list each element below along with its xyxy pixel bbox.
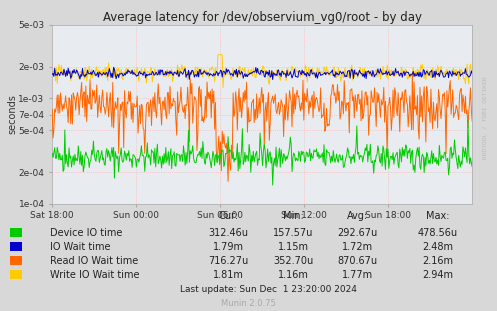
Title: Average latency for /dev/observium_vg0/root - by day: Average latency for /dev/observium_vg0/r… [103, 11, 421, 24]
Text: IO Wait time: IO Wait time [50, 242, 110, 252]
Text: 1.16m: 1.16m [278, 270, 309, 280]
Text: 478.56u: 478.56u [417, 228, 457, 238]
Text: 1.81m: 1.81m [213, 270, 244, 280]
Text: Last update: Sun Dec  1 23:20:00 2024: Last update: Sun Dec 1 23:20:00 2024 [180, 285, 357, 294]
Text: 870.67u: 870.67u [338, 256, 378, 266]
Text: 312.46u: 312.46u [209, 228, 248, 238]
Text: 1.72m: 1.72m [342, 242, 373, 252]
Text: Read IO Wait time: Read IO Wait time [50, 256, 138, 266]
Text: Max:: Max: [425, 211, 449, 221]
Text: 157.57u: 157.57u [273, 228, 314, 238]
Text: 2.94m: 2.94m [422, 270, 453, 280]
Y-axis label: seconds: seconds [7, 94, 17, 134]
Text: 2.16m: 2.16m [422, 256, 453, 266]
Text: Min:: Min: [283, 211, 304, 221]
Text: 1.79m: 1.79m [213, 242, 244, 252]
Text: 352.70u: 352.70u [273, 256, 313, 266]
Text: Device IO time: Device IO time [50, 228, 122, 238]
Text: 716.27u: 716.27u [209, 256, 248, 266]
Text: 2.48m: 2.48m [422, 242, 453, 252]
Text: Cur:: Cur: [219, 211, 239, 221]
Text: RRDTOOL / TOBI OETIKER: RRDTOOL / TOBI OETIKER [482, 77, 487, 160]
Text: 1.15m: 1.15m [278, 242, 309, 252]
Text: Avg:: Avg: [347, 211, 368, 221]
Text: Write IO Wait time: Write IO Wait time [50, 270, 139, 280]
Text: 292.67u: 292.67u [338, 228, 378, 238]
Text: Munin 2.0.75: Munin 2.0.75 [221, 299, 276, 308]
Text: 1.77m: 1.77m [342, 270, 373, 280]
